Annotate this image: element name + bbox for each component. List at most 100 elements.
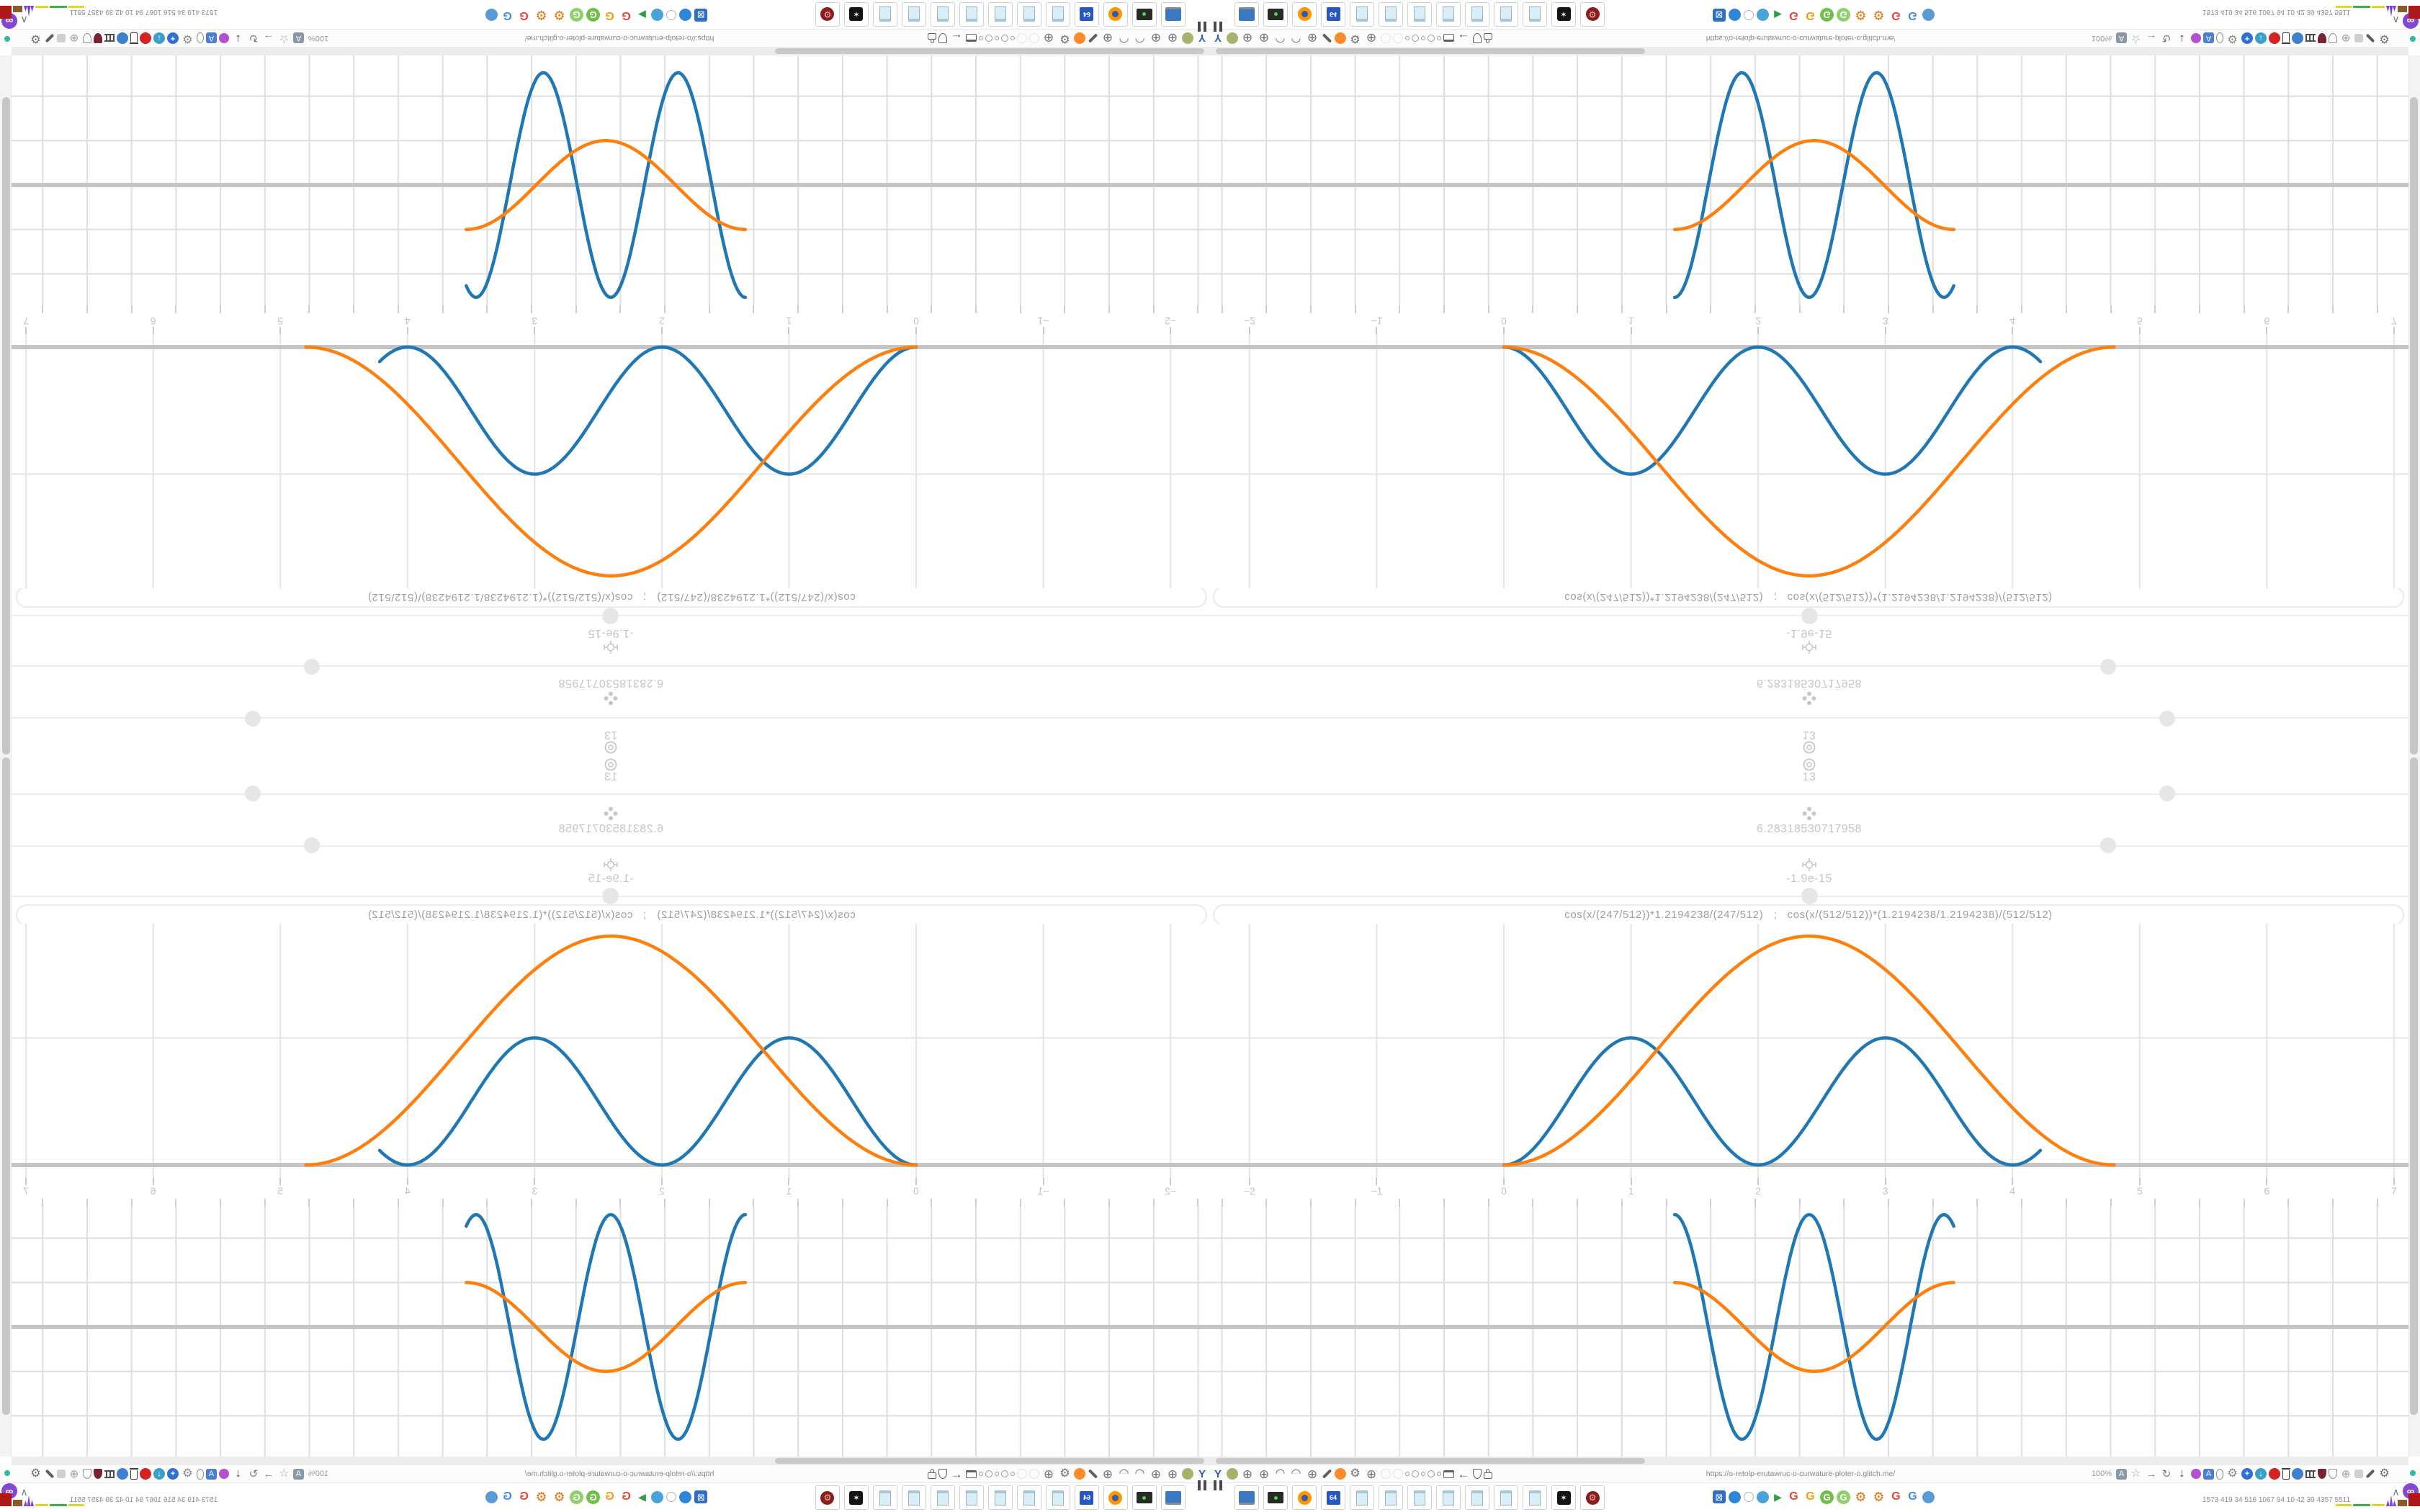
translate-icon[interactable]: A [2203, 1468, 2214, 1480]
sphere-icon[interactable] [651, 1490, 663, 1503]
taskbar-terminal-button[interactable] [1263, 1485, 1288, 1510]
shield-icon[interactable] [2329, 1469, 2337, 1479]
puzzle-icon[interactable] [2354, 34, 2363, 42]
ublock-shield-icon[interactable] [2318, 33, 2326, 43]
google-g-icon[interactable]: G [1891, 9, 1901, 22]
back-arrow-icon[interactable]: ← [1457, 1467, 1470, 1481]
speaker-icon[interactable] [1744, 10, 1754, 20]
shield-icon[interactable] [1473, 1469, 1482, 1479]
translate-icon[interactable]: A [293, 1468, 304, 1480]
download-icon[interactable]: ↓ [2179, 32, 2185, 45]
translate-icon[interactable]: A [293, 32, 304, 44]
radio-icon[interactable] [1428, 35, 1435, 42]
paint-icon[interactable] [219, 1469, 229, 1479]
slider1-track[interactable] [1210, 717, 2408, 719]
ublock-shield-icon[interactable] [2318, 1469, 2326, 1479]
tcp-badge-icon[interactable] [2269, 32, 2280, 44]
translate-icon[interactable]: A [206, 32, 217, 44]
folder-icon[interactable] [966, 34, 977, 42]
forward-arrow-icon[interactable]: → [263, 32, 274, 45]
taskbar-terminal-button[interactable] [1132, 2, 1157, 27]
google-g-icon[interactable]: G [519, 1490, 529, 1503]
profile-icon[interactable] [197, 32, 204, 44]
radio-dot-icon[interactable] [1405, 36, 1410, 40]
star-icon[interactable]: ☆ [279, 32, 290, 45]
radio-dot-icon[interactable] [1421, 36, 1425, 40]
gear-icon[interactable]: ⚙ [1059, 32, 1070, 45]
refresh-icon[interactable]: ↻ [248, 32, 259, 45]
speaker-icon[interactable] [666, 1492, 676, 1502]
globe-icon[interactable]: ⊕ [2341, 1467, 2351, 1480]
slider2-track[interactable] [1210, 845, 2408, 847]
bank-icon[interactable] [104, 1470, 115, 1478]
gear-icon[interactable]: ⚙ [2227, 1467, 2238, 1480]
taskbar-notepad-button[interactable] [1523, 2, 1547, 27]
pull-icon[interactable]: ↓ [153, 32, 165, 44]
trash-icon[interactable] [2282, 32, 2290, 44]
translate-icon[interactable]: A [2116, 1468, 2127, 1480]
taskbar-notepad-button[interactable] [931, 1485, 955, 1510]
taskbar-floppy64-button[interactable]: 64 [1075, 2, 1099, 27]
tcp-badge-icon[interactable] [140, 1468, 151, 1480]
taskbar-notepad-button[interactable] [873, 2, 897, 27]
bank-icon[interactable] [104, 34, 115, 42]
slider-collapse-icon[interactable] [1802, 757, 1816, 772]
slider-collapse-icon[interactable] [604, 740, 618, 755]
taskbar-notepad-button[interactable] [1465, 2, 1489, 27]
gear-icon[interactable]: ⚙ [2379, 32, 2390, 45]
globe-icon[interactable]: ⊕ [1043, 1467, 1054, 1481]
gauge-icon[interactable]: ◠ [1119, 32, 1129, 45]
taskbar-firefox-button[interactable] [1292, 2, 1317, 27]
slider3-handle[interactable] [1801, 888, 1818, 904]
zoom-level[interactable]: 100% [308, 34, 329, 42]
wrench-icon[interactable] [1322, 33, 1332, 43]
google-g-icon[interactable]: G [519, 9, 529, 22]
formula-input[interactable]: cos(x/(247/512))*1.2194238/(247/512) ; c… [16, 586, 1207, 608]
taskbar-firefox-button[interactable] [1292, 1485, 1317, 1510]
slider-move-icon[interactable] [604, 806, 618, 821]
gear-icon[interactable]: ⚙ [1873, 1490, 1885, 1504]
cloud-icon[interactable] [679, 1490, 691, 1503]
taskbar-screenshot-button[interactable] [1161, 1485, 1186, 1510]
slider-probe-icon[interactable] [1801, 639, 1818, 656]
taskbar-redgear-button[interactable]: ⚙ [815, 1485, 840, 1510]
sphere-icon[interactable] [651, 9, 663, 22]
taskbar-notepad-button[interactable] [1436, 2, 1461, 27]
vertical-scrollbar-thumb[interactable] [2, 97, 10, 755]
shield-icon[interactable] [2329, 33, 2337, 43]
taskbar-notepad-button[interactable] [1436, 1485, 1461, 1510]
gear-icon[interactable]: ⚙ [182, 32, 193, 45]
map-pin-icon[interactable]: Y [1214, 1467, 1222, 1480]
globe-icon[interactable]: ⊕ [1102, 31, 1113, 45]
gear-icon[interactable]: ⚙ [1855, 1490, 1867, 1504]
radio-icon[interactable] [1428, 1470, 1435, 1477]
radio-icon[interactable] [1001, 1470, 1008, 1477]
slider2-handle[interactable] [304, 837, 320, 853]
radio-dot-icon[interactable] [1421, 1472, 1425, 1476]
taskbar-notepad-button[interactable] [902, 1485, 926, 1510]
google-g-icon[interactable]: G [1891, 1490, 1901, 1503]
gear-icon[interactable]: ⚙ [182, 1467, 193, 1480]
taskbar-floppy64-button[interactable]: 64 [1321, 2, 1345, 27]
add-icon[interactable]: + [2241, 32, 2253, 44]
cloud-icon[interactable] [679, 9, 691, 22]
bank-icon[interactable] [2305, 1470, 2316, 1478]
sphere-icon[interactable] [1757, 9, 1769, 22]
gear-icon[interactable]: ⚙ [1350, 1467, 1361, 1480]
trash-icon[interactable] [130, 32, 138, 44]
taskbar-notepad-button[interactable] [1046, 2, 1070, 27]
wrench-icon[interactable] [1322, 1469, 1332, 1479]
play-icon[interactable]: ▶ [638, 1491, 646, 1503]
sphere-icon[interactable] [485, 1490, 498, 1503]
star-icon[interactable]: ☆ [2130, 1467, 2141, 1480]
slider-collapse-icon[interactable] [604, 757, 618, 772]
map-pin-icon[interactable]: Y [1198, 1467, 1206, 1480]
firefox-icon[interactable] [1074, 1468, 1085, 1480]
taskbar-darkapp-button[interactable]: ✶ [1551, 2, 1576, 27]
horizontal-scrollbar-thumb[interactable] [775, 48, 1204, 54]
globe-icon[interactable]: ⊕ [2341, 32, 2351, 45]
google-g-icon[interactable]: G [503, 1490, 512, 1503]
tray-expand-caret[interactable]: ∧ [2392, 1486, 2400, 1498]
taskbar-terminal-button[interactable] [1263, 2, 1288, 27]
sphere-icon[interactable] [1757, 1490, 1769, 1503]
